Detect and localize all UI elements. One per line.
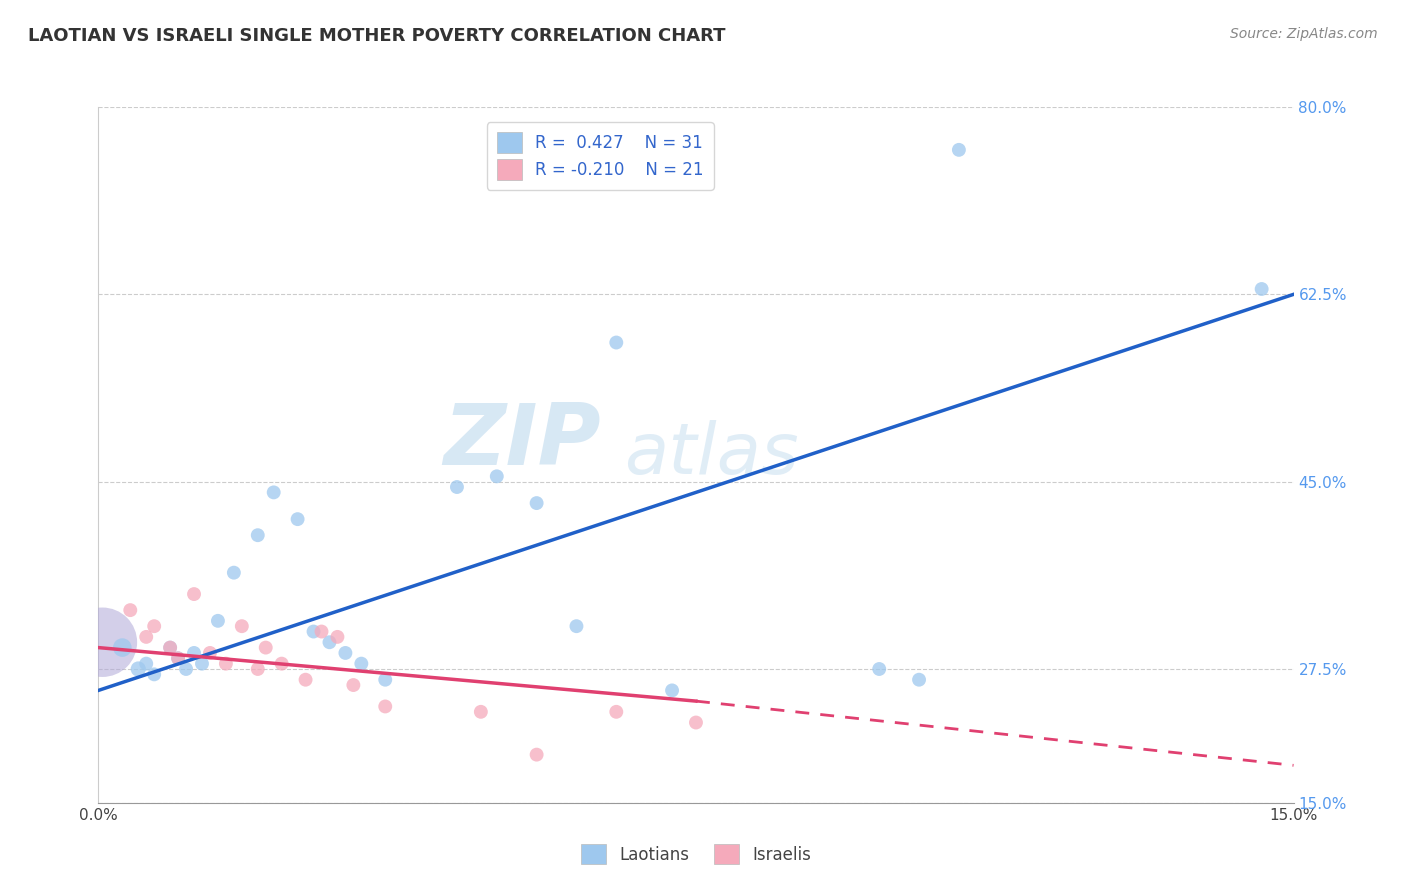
Point — [326, 630, 349, 644]
Point — [294, 673, 316, 687]
Point — [159, 640, 181, 655]
Point — [111, 640, 134, 655]
Point — [605, 705, 627, 719]
Point — [287, 512, 309, 526]
Point — [526, 747, 548, 762]
Point — [207, 614, 229, 628]
Point — [120, 603, 142, 617]
Point — [342, 678, 364, 692]
Point — [868, 662, 890, 676]
Point — [311, 624, 333, 639]
Text: Source: ZipAtlas.com: Source: ZipAtlas.com — [1230, 27, 1378, 41]
Point — [350, 657, 373, 671]
Point — [335, 646, 357, 660]
Point — [143, 619, 166, 633]
Point — [526, 496, 548, 510]
Point — [135, 630, 157, 644]
Point — [661, 683, 683, 698]
Point — [231, 619, 253, 633]
Point — [183, 646, 205, 660]
Point — [191, 657, 214, 671]
Point — [254, 640, 277, 655]
Point — [446, 480, 468, 494]
Point — [159, 640, 181, 655]
Point — [135, 657, 157, 671]
Point — [908, 673, 931, 687]
Point — [143, 667, 166, 681]
Point — [374, 699, 396, 714]
Point — [198, 646, 221, 660]
Point — [222, 566, 245, 580]
Point — [302, 624, 325, 639]
Point — [167, 651, 190, 665]
Point — [91, 635, 114, 649]
Point — [174, 662, 197, 676]
Point — [948, 143, 970, 157]
Point — [485, 469, 508, 483]
Point — [470, 705, 492, 719]
Point — [1250, 282, 1272, 296]
Point — [318, 635, 340, 649]
Text: ZIP: ZIP — [443, 400, 600, 483]
Point — [215, 657, 238, 671]
Point — [270, 657, 292, 671]
Point — [246, 662, 269, 676]
Point — [167, 651, 190, 665]
Point — [374, 673, 396, 687]
Point — [565, 619, 588, 633]
Point — [263, 485, 285, 500]
Text: LAOTIAN VS ISRAELI SINGLE MOTHER POVERTY CORRELATION CHART: LAOTIAN VS ISRAELI SINGLE MOTHER POVERTY… — [28, 27, 725, 45]
Text: atlas: atlas — [624, 420, 799, 490]
Point — [605, 335, 627, 350]
Point — [246, 528, 269, 542]
Point — [685, 715, 707, 730]
Point — [183, 587, 205, 601]
Point — [127, 662, 149, 676]
Legend: Laotians, Israelis: Laotians, Israelis — [574, 838, 818, 871]
